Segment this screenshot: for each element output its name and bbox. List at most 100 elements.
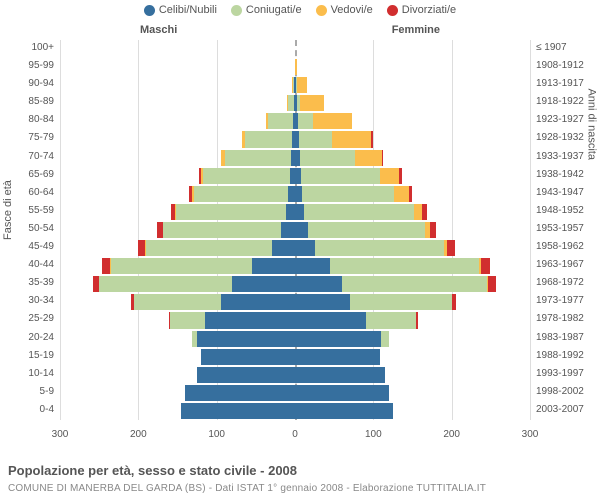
- left-section-header: Maschi: [140, 24, 177, 36]
- bar-segment: [481, 258, 490, 274]
- bar-segment: [332, 131, 371, 147]
- chart-container: Celibi/NubiliConiugati/eVedovi/eDivorzia…: [0, 0, 600, 500]
- birth-year-label: 1948-1952: [530, 203, 584, 219]
- bar-segment: [295, 403, 393, 419]
- age-label: 15-19: [28, 348, 60, 364]
- bar-segment: [295, 349, 380, 365]
- bar-male: [266, 113, 295, 129]
- bar-segment: [252, 258, 295, 274]
- bar-segment: [176, 204, 286, 220]
- pyramid-row: 10-141993-1997: [60, 366, 530, 384]
- bar-female: [295, 403, 393, 419]
- bar-female: [295, 59, 297, 75]
- bar-male: [185, 385, 295, 401]
- bar-segment: [298, 113, 313, 129]
- bar-male: [138, 240, 295, 256]
- y-axis-left-title: Fasce di età: [2, 180, 14, 240]
- birth-year-label: 1933-1937: [530, 149, 584, 165]
- birth-year-label: 1993-1997: [530, 366, 584, 382]
- age-label: 45-49: [28, 239, 60, 255]
- bar-segment: [394, 186, 408, 202]
- pyramid-row: 95-991908-1912: [60, 58, 530, 76]
- bar-segment: [330, 258, 479, 274]
- bar-female: [295, 258, 490, 274]
- bar-male: [287, 95, 295, 111]
- bar-male: [93, 276, 295, 292]
- bar-segment: [185, 385, 295, 401]
- birth-year-label: 1918-1922: [530, 94, 584, 110]
- bar-female: [295, 168, 402, 184]
- age-label: 55-59: [28, 203, 60, 219]
- x-tick-label: 100: [365, 429, 382, 440]
- birth-year-label: 1913-1917: [530, 76, 584, 92]
- bar-segment: [181, 403, 295, 419]
- bar-segment: [286, 204, 295, 220]
- right-section-header: Femmine: [392, 24, 440, 36]
- legend-label: Divorziati/e: [402, 4, 456, 16]
- legend-item: Celibi/Nubili: [144, 4, 217, 16]
- x-tick-label: 200: [443, 429, 460, 440]
- bar-segment: [288, 186, 295, 202]
- bar-segment: [99, 276, 232, 292]
- birth-year-label: 2003-2007: [530, 402, 584, 418]
- bar-female: [295, 204, 427, 220]
- bar-segment: [221, 294, 295, 310]
- bar-male: [181, 403, 295, 419]
- bar-female: [295, 276, 496, 292]
- pyramid-row: 55-591948-1952: [60, 203, 530, 221]
- bar-segment: [302, 186, 394, 202]
- bar-segment: [297, 77, 307, 93]
- chart-title: Popolazione per età, sesso e stato civil…: [8, 463, 297, 478]
- bar-segment: [447, 240, 455, 256]
- age-label: 40-44: [28, 257, 60, 273]
- bar-segment: [301, 168, 379, 184]
- birth-year-label: 1943-1947: [530, 185, 584, 201]
- bar-segment: [350, 294, 452, 310]
- age-label: 20-24: [28, 330, 60, 346]
- legend-swatch: [387, 5, 398, 16]
- bar-segment: [313, 113, 352, 129]
- birth-year-label: 1963-1967: [530, 257, 584, 273]
- bar-segment: [111, 258, 252, 274]
- legend-swatch: [316, 5, 327, 16]
- bar-female: [295, 95, 324, 111]
- bar-segment: [416, 312, 418, 328]
- bar-segment: [295, 258, 330, 274]
- bar-male: [192, 331, 295, 347]
- birth-year-label: 1998-2002: [530, 384, 584, 400]
- bar-segment: [299, 131, 332, 147]
- bar-segment: [430, 222, 436, 238]
- legend-swatch: [144, 5, 155, 16]
- pyramid-row: 85-891918-1922: [60, 94, 530, 112]
- pyramid-row: 65-691938-1942: [60, 167, 530, 185]
- legend-item: Divorziati/e: [387, 4, 456, 16]
- bar-segment: [414, 204, 422, 220]
- bar-segment: [295, 385, 389, 401]
- pyramid-row: 60-641943-1947: [60, 185, 530, 203]
- age-label: 100+: [31, 40, 60, 56]
- pyramid-row: 35-391968-1972: [60, 275, 530, 293]
- bar-male: [199, 168, 295, 184]
- bar-male: [169, 312, 295, 328]
- bar-segment: [315, 240, 444, 256]
- bar-segment: [452, 294, 456, 310]
- y-axis-right-title: Anni di nascita: [586, 88, 598, 160]
- age-label: 65-69: [28, 167, 60, 183]
- birth-year-label: 1973-1977: [530, 293, 584, 309]
- birth-year-label: 1938-1942: [530, 167, 584, 183]
- age-label: 35-39: [28, 275, 60, 291]
- chart-plot-area: 3002001000100200300100+≤ 190795-991908-1…: [60, 40, 530, 440]
- bar-female: [295, 186, 412, 202]
- bar-segment: [295, 331, 381, 347]
- bar-male: [171, 204, 295, 220]
- age-label: 60-64: [28, 185, 60, 201]
- bar-female: [295, 150, 383, 166]
- bar-female: [295, 113, 352, 129]
- bar-female: [295, 367, 385, 383]
- bar-segment: [355, 150, 382, 166]
- bar-female: [295, 331, 389, 347]
- age-label: 80-84: [28, 112, 60, 128]
- age-label: 90-94: [28, 76, 60, 92]
- age-label: 50-54: [28, 221, 60, 237]
- bar-female: [295, 77, 307, 93]
